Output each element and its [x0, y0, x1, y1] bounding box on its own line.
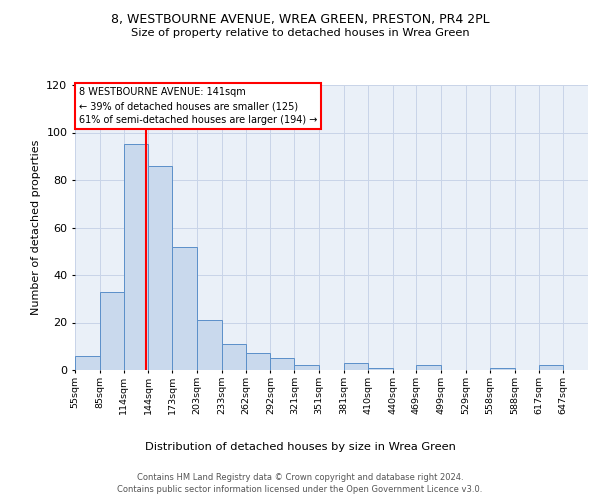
Bar [271, 358, 295, 370]
Bar [416, 365, 441, 370]
Bar [172, 246, 197, 370]
Bar [222, 344, 246, 370]
Y-axis label: Number of detached properties: Number of detached properties [31, 140, 41, 315]
Bar [368, 368, 392, 370]
Bar [295, 365, 319, 370]
Bar [344, 363, 368, 370]
Bar [197, 320, 222, 370]
Bar [148, 166, 172, 370]
Bar [124, 144, 148, 370]
Bar [75, 356, 100, 370]
Text: Contains HM Land Registry data © Crown copyright and database right 2024.: Contains HM Land Registry data © Crown c… [137, 472, 463, 482]
Text: 8 WESTBOURNE AVENUE: 141sqm
← 39% of detached houses are smaller (125)
61% of se: 8 WESTBOURNE AVENUE: 141sqm ← 39% of det… [79, 88, 317, 126]
Bar [539, 365, 563, 370]
Text: Size of property relative to detached houses in Wrea Green: Size of property relative to detached ho… [131, 28, 469, 38]
Text: 8, WESTBOURNE AVENUE, WREA GREEN, PRESTON, PR4 2PL: 8, WESTBOURNE AVENUE, WREA GREEN, PRESTO… [110, 12, 490, 26]
Bar [100, 292, 124, 370]
Bar [246, 354, 271, 370]
Text: Distribution of detached houses by size in Wrea Green: Distribution of detached houses by size … [145, 442, 455, 452]
Text: Contains public sector information licensed under the Open Government Licence v3: Contains public sector information licen… [118, 485, 482, 494]
Bar [490, 368, 515, 370]
